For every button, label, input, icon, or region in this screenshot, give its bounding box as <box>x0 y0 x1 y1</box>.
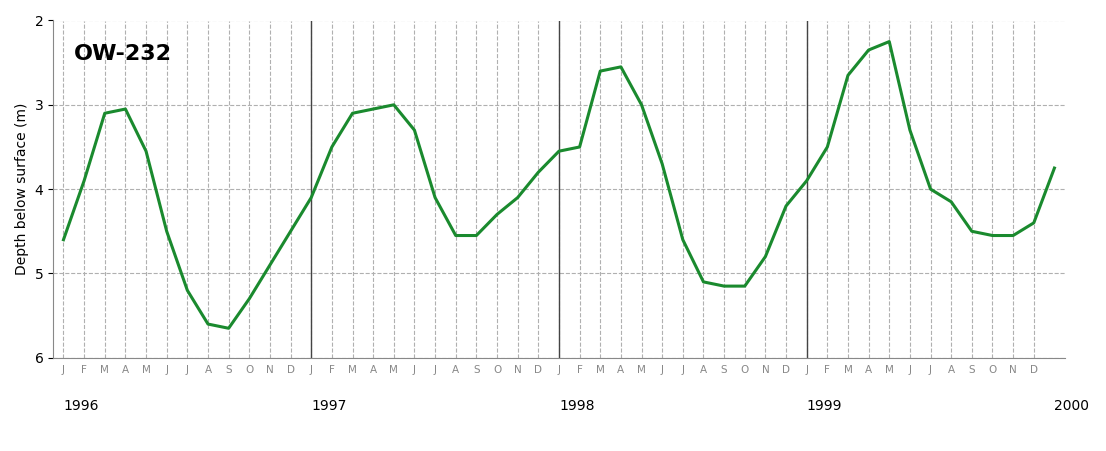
Text: 1998: 1998 <box>559 400 594 414</box>
Text: 1997: 1997 <box>311 400 346 414</box>
Text: OW-232: OW-232 <box>73 44 171 64</box>
Y-axis label: Depth below surface (m): Depth below surface (m) <box>15 103 29 275</box>
Text: 2000: 2000 <box>1054 400 1089 414</box>
Text: 1999: 1999 <box>806 400 842 414</box>
Text: 1996: 1996 <box>63 400 98 414</box>
